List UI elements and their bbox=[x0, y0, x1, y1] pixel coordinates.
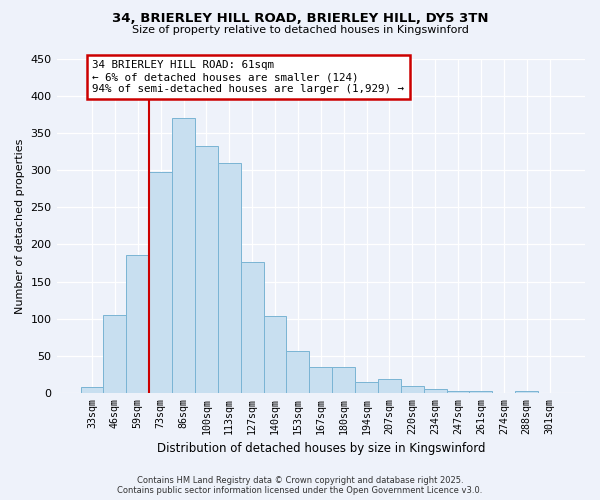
Bar bbox=[241, 262, 263, 393]
X-axis label: Distribution of detached houses by size in Kingswinford: Distribution of detached houses by size … bbox=[157, 442, 485, 455]
Bar bbox=[172, 118, 195, 393]
Text: 34, BRIERLEY HILL ROAD, BRIERLEY HILL, DY5 3TN: 34, BRIERLEY HILL ROAD, BRIERLEY HILL, D… bbox=[112, 12, 488, 26]
Bar bbox=[469, 392, 493, 393]
Text: Size of property relative to detached houses in Kingswinford: Size of property relative to detached ho… bbox=[131, 25, 469, 35]
Bar bbox=[332, 367, 355, 393]
Bar bbox=[355, 382, 378, 393]
Bar bbox=[310, 367, 332, 393]
Bar bbox=[218, 163, 241, 393]
Bar bbox=[80, 387, 103, 393]
Bar bbox=[446, 390, 469, 393]
Y-axis label: Number of detached properties: Number of detached properties bbox=[15, 138, 25, 314]
Bar bbox=[149, 172, 172, 393]
Bar bbox=[515, 392, 538, 393]
Bar bbox=[103, 315, 127, 393]
Text: 34 BRIERLEY HILL ROAD: 61sqm
← 6% of detached houses are smaller (124)
94% of se: 34 BRIERLEY HILL ROAD: 61sqm ← 6% of det… bbox=[92, 60, 404, 94]
Bar bbox=[195, 146, 218, 393]
Bar bbox=[286, 350, 310, 393]
Bar bbox=[378, 380, 401, 393]
Bar bbox=[263, 316, 286, 393]
Bar bbox=[424, 389, 446, 393]
Bar bbox=[127, 255, 149, 393]
Bar bbox=[401, 386, 424, 393]
Text: Contains HM Land Registry data © Crown copyright and database right 2025.
Contai: Contains HM Land Registry data © Crown c… bbox=[118, 476, 482, 495]
